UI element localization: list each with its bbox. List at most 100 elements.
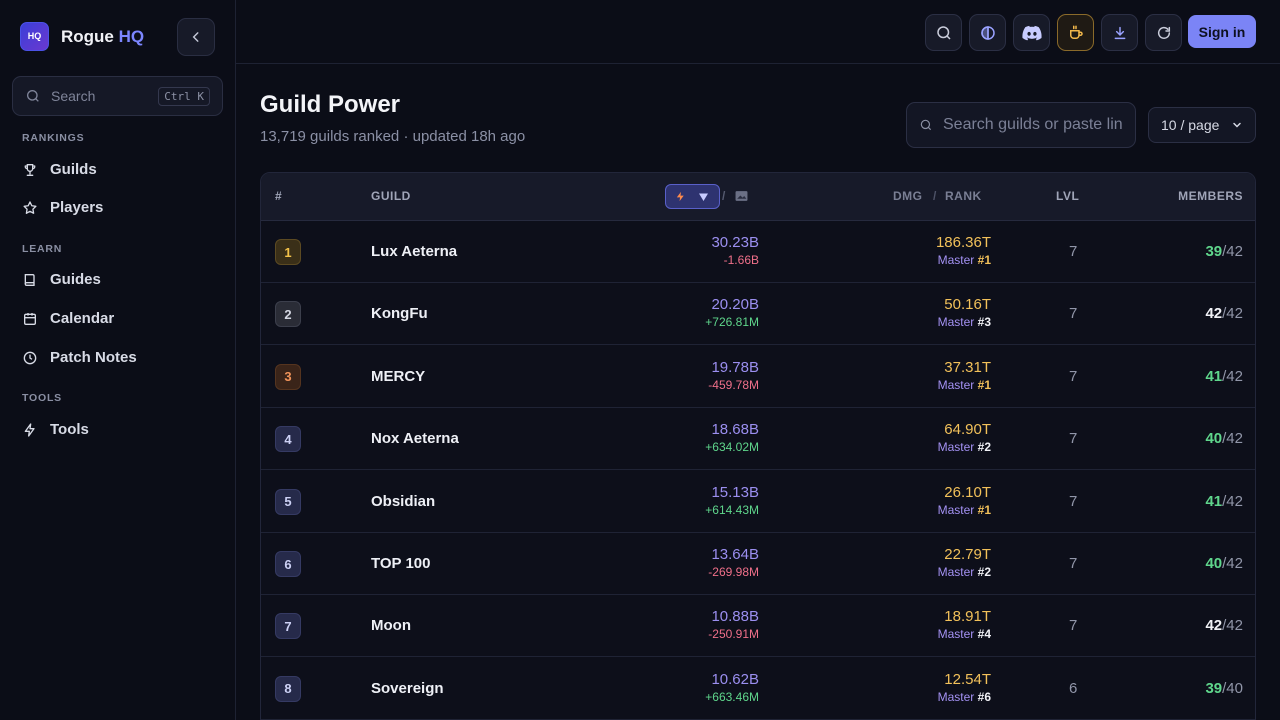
guild-name[interactable]: TOP 100 xyxy=(371,555,431,572)
search-shortcut: Ctrl K xyxy=(158,86,210,106)
rank-badge: 3 xyxy=(275,363,301,390)
power-value: 18.68B xyxy=(711,421,759,439)
tier-rank: #3 xyxy=(977,315,991,330)
sidebar-item-guilds[interactable]: Guilds xyxy=(22,161,97,178)
search-icon xyxy=(920,119,932,131)
power-delta: -269.98M xyxy=(708,565,759,579)
sort-desc-icon xyxy=(698,193,708,201)
rank-badge: 8 xyxy=(275,675,301,702)
sidebar-search-placeholder: Search xyxy=(51,88,96,104)
table-row[interactable]: 2 KongFu 20.20B +726.81M 50.16T Master #3 7 42/… xyxy=(261,283,1255,346)
table-row[interactable]: 3 MERCY 19.78B -459.78M 37.31T Master #1 7 41/4… xyxy=(261,346,1255,408)
guild-damage: 186.36T Master #1 xyxy=(936,234,991,267)
guild-members: 42/42 xyxy=(1205,305,1243,323)
sidebar-item-players[interactable]: Players xyxy=(22,199,103,216)
guild-name[interactable]: Lux Aeterna xyxy=(371,243,458,260)
guild-name[interactable]: Nox Aeterna xyxy=(371,430,459,448)
rank-badge: 1 xyxy=(275,239,301,265)
sidebar-search[interactable]: Search Ctrl K xyxy=(12,76,223,116)
guild-power: 30.23B -1.66B xyxy=(711,234,759,267)
tier-rank: #1 xyxy=(977,377,991,392)
guild-level: 7 xyxy=(1069,367,1078,385)
damage-value: 18.91T xyxy=(944,608,991,626)
damage-value: 12.54T xyxy=(944,670,991,688)
rank-badge: 5 xyxy=(275,488,301,515)
damage-value: 186.36T xyxy=(935,234,991,251)
donate-coffee-button[interactable] xyxy=(1057,14,1094,51)
table-row[interactable]: 6 TOP 100 13.64B -269.98M 22.79T Master #2 7 40… xyxy=(261,533,1255,595)
guild-level: 7 xyxy=(1069,555,1078,572)
guild-name[interactable]: KongFu xyxy=(371,305,428,323)
search-button[interactable] xyxy=(925,14,962,51)
clock-icon xyxy=(23,351,37,364)
tier-label: Master #2 xyxy=(937,440,991,455)
coffee-icon xyxy=(1069,25,1083,39)
power-delta: +663.46M xyxy=(705,689,759,704)
rank-badge: 6 xyxy=(275,551,301,577)
contrast-icon xyxy=(980,25,995,40)
star-icon xyxy=(23,200,37,214)
tier-label: Master #4 xyxy=(937,627,991,642)
guild-search-input[interactable] xyxy=(943,116,1123,134)
power-sort-toggle[interactable] xyxy=(665,184,720,209)
guild-search[interactable] xyxy=(906,102,1136,148)
discord-button[interactable] xyxy=(1013,14,1050,51)
sidebar-item-patch-notes[interactable]: Patch Notes xyxy=(22,349,137,366)
sidebar-item-calendar[interactable]: Calendar xyxy=(22,310,114,327)
brand-name: Rogue HQ xyxy=(61,26,145,46)
guild-power: 10.62B +663.46M xyxy=(705,671,759,704)
tier-rank: #2 xyxy=(977,440,991,455)
refresh-button[interactable] xyxy=(1145,14,1182,51)
power-value: 10.62B xyxy=(711,670,759,688)
guild-name[interactable]: MERCY xyxy=(371,367,426,385)
rank-badge: 2 xyxy=(275,301,301,328)
guild-level: 7 xyxy=(1069,430,1078,448)
guild-power: 18.68B +634.02M xyxy=(705,421,759,454)
table-row[interactable]: 5 Obsidian 15.13B +614.43M 26.10T Master #1 7 4… xyxy=(261,471,1255,533)
col-guild[interactable]: GUILD xyxy=(371,189,411,203)
table-row[interactable]: 7 Moon 10.88B -250.91M 18.91T Master #4 7 42/42 xyxy=(261,595,1255,658)
damage-value: 26.10T xyxy=(944,483,991,501)
collapse-sidebar-button[interactable] xyxy=(177,18,215,56)
guild-name[interactable]: Obsidian xyxy=(371,492,436,510)
col-dmg[interactable]: DMG xyxy=(893,189,923,203)
col-separator: / xyxy=(722,189,726,203)
brand[interactable]: HQ Rogue HQ xyxy=(20,22,144,51)
col-members[interactable]: MEMBERS xyxy=(1178,189,1243,203)
sidebar-item-tools[interactable]: Tools xyxy=(22,421,89,438)
guild-power: 20.20B +726.81M xyxy=(705,296,759,329)
sign-in-button[interactable]: Sign in xyxy=(1188,15,1256,48)
tier-rank: #2 xyxy=(977,565,991,579)
power-delta: -459.78M xyxy=(708,377,759,392)
theme-toggle-button[interactable] xyxy=(969,14,1006,51)
search-icon xyxy=(936,25,951,40)
logo: HQ xyxy=(20,22,49,51)
bolt-icon xyxy=(24,422,35,437)
guild-damage: 26.10T Master #1 xyxy=(938,484,991,517)
download-button[interactable] xyxy=(1101,14,1138,51)
guild-level: 7 xyxy=(1069,492,1078,510)
guild-name[interactable]: Sovereign xyxy=(371,679,444,697)
tier-rank: #1 xyxy=(977,502,991,517)
power-delta: -250.91M xyxy=(708,627,759,642)
guild-level: 6 xyxy=(1069,679,1078,697)
per-page-select[interactable]: 10 / page xyxy=(1148,107,1256,143)
col-rank[interactable]: # xyxy=(275,189,283,203)
table-row[interactable]: 4 Nox Aeterna 18.68B +634.02M 64.90T Master #… xyxy=(261,408,1255,471)
trophy-icon xyxy=(24,163,36,176)
search-icon xyxy=(27,90,39,102)
guild-power: 15.13B +614.43M xyxy=(705,484,759,517)
col-dmg-rank[interactable]: RANK xyxy=(945,189,982,203)
guild-damage: 37.31T Master #1 xyxy=(938,359,991,392)
sidebar-item-guides[interactable]: Guides xyxy=(22,271,101,288)
col-lvl[interactable]: LVL xyxy=(1056,189,1080,203)
table-row[interactable]: 8 Sovereign 10.62B +663.46M 12.54T Master #6 6… xyxy=(261,658,1255,720)
guild-level: 7 xyxy=(1069,305,1078,323)
guild-damage: 22.79T Master #2 xyxy=(938,546,991,579)
guild-power: 13.64B -269.98M xyxy=(708,546,759,579)
guild-members: 41/42 xyxy=(1205,367,1243,385)
image-icon[interactable] xyxy=(735,190,748,202)
table-row[interactable]: 1 Lux Aeterna 30.23B -1.66B 186.36T Master #1… xyxy=(261,221,1255,283)
tier-rank: #6 xyxy=(977,689,991,704)
guild-name[interactable]: Moon xyxy=(371,617,411,635)
